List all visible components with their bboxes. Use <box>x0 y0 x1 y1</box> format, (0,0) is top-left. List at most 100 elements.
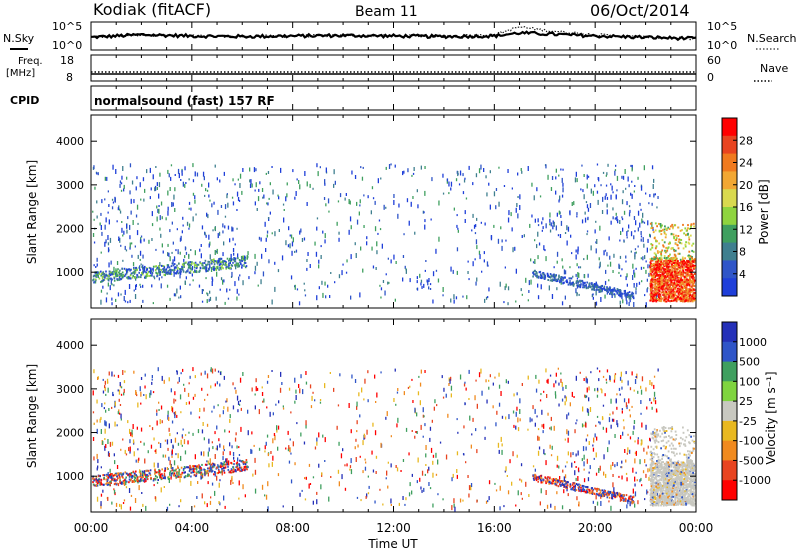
echo-point <box>665 286 668 289</box>
echo-point <box>139 472 142 475</box>
echo-point <box>599 290 601 293</box>
echo-point <box>536 244 538 249</box>
echo-point <box>586 434 589 437</box>
echo-point <box>96 172 98 175</box>
echo-point <box>664 236 667 239</box>
echo-point <box>320 245 322 248</box>
echo-point <box>658 277 661 280</box>
echo-point <box>577 450 579 456</box>
echo-point <box>174 293 177 297</box>
echo-point <box>611 293 614 296</box>
echo-point <box>543 423 545 429</box>
echo-point <box>665 260 667 263</box>
echo-point <box>316 217 319 220</box>
echo-point <box>116 475 118 478</box>
echo-point <box>367 195 369 199</box>
echo-point <box>132 262 135 267</box>
echo-point <box>521 170 523 174</box>
echo-point <box>606 252 608 257</box>
echo-point <box>136 230 139 236</box>
echo-point <box>173 269 176 271</box>
echo-point <box>387 281 389 285</box>
echo-point <box>677 295 679 298</box>
echo-point <box>613 487 615 493</box>
echo-point <box>143 471 145 474</box>
echo-point <box>173 474 175 477</box>
echo-point <box>213 268 215 271</box>
echo-point <box>159 172 161 177</box>
echo-point <box>280 167 282 173</box>
echo-point <box>348 229 350 235</box>
echo-point <box>656 490 658 496</box>
echo-point <box>118 276 121 279</box>
echo-point <box>633 425 635 430</box>
echo-point <box>683 232 685 235</box>
echo-point <box>534 259 536 264</box>
echo-point <box>119 503 121 507</box>
echo-point <box>154 265 157 268</box>
echo-point <box>282 203 285 206</box>
echo-point <box>213 258 215 261</box>
echo-point <box>424 166 426 169</box>
echo-point <box>208 298 210 302</box>
echo-point <box>146 268 148 271</box>
echo-point <box>174 411 177 416</box>
echo-point <box>256 387 259 391</box>
echo-point <box>248 276 250 280</box>
echo-point <box>429 288 432 290</box>
echo-point <box>685 279 688 282</box>
echo-point <box>634 379 637 384</box>
echo-point <box>295 249 298 253</box>
echo-point <box>128 473 130 476</box>
echo-point <box>113 277 116 280</box>
echo-point <box>168 478 170 483</box>
echo-point <box>228 460 230 466</box>
echo-point <box>181 172 183 176</box>
echo-point <box>661 297 663 300</box>
echo-point <box>139 474 142 477</box>
echo-point <box>238 446 240 449</box>
echo-point <box>483 168 485 172</box>
echo-point <box>673 258 676 260</box>
echo-point <box>621 292 624 295</box>
echo-point <box>633 420 636 424</box>
echo-point <box>157 471 159 474</box>
echo-point <box>145 394 147 400</box>
echo-point <box>549 444 551 449</box>
echo-point <box>126 176 128 180</box>
echo-point <box>210 470 213 473</box>
echo-point <box>232 237 234 241</box>
echo-point <box>588 285 590 288</box>
echo-point <box>164 476 166 480</box>
echo-point <box>216 475 218 481</box>
echo-point <box>136 478 139 481</box>
echo-point <box>605 473 607 478</box>
echo-point <box>100 280 102 283</box>
echo-point <box>596 190 599 194</box>
echo-point <box>211 260 213 263</box>
echo-point <box>539 195 542 198</box>
echo-point <box>667 246 670 249</box>
echo-point <box>156 481 159 484</box>
echo-point <box>254 271 256 275</box>
nave-tick-bottom: 0 <box>707 71 714 84</box>
echo-point <box>170 273 173 276</box>
echo-point <box>625 296 627 299</box>
echo-point <box>104 387 106 392</box>
echo-point <box>288 445 290 450</box>
echo-point <box>657 270 659 273</box>
echo-point <box>634 230 636 233</box>
echo-point <box>167 447 169 451</box>
echo-point <box>158 473 160 476</box>
echo-point <box>571 283 573 286</box>
echo-point <box>683 290 686 292</box>
echo-point <box>92 411 95 414</box>
power-scatter <box>92 163 696 308</box>
echo-point <box>543 274 545 277</box>
echo-point <box>634 248 637 251</box>
echo-point <box>208 447 210 452</box>
echo-point <box>95 275 98 278</box>
echo-point <box>686 268 689 271</box>
echo-point <box>215 250 217 253</box>
echo-point <box>242 461 245 464</box>
